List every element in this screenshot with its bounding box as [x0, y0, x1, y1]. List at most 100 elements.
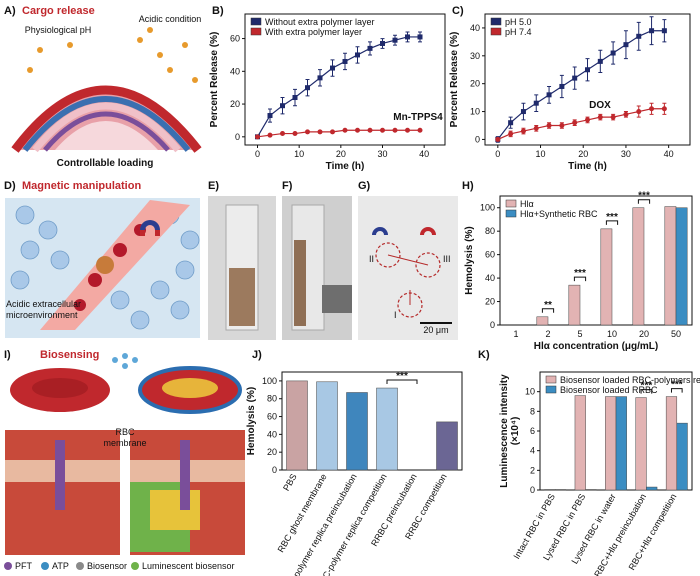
- significance-bracket: [541, 308, 555, 313]
- illustration-circle: [150, 280, 170, 300]
- panel-d: D) Magnetic manipulation Acidic extracel…: [4, 180, 200, 338]
- point: [392, 127, 398, 133]
- illustration-circle: [41, 562, 49, 570]
- point: [585, 67, 590, 73]
- y-tick-label: 100: [262, 376, 277, 386]
- x-tick-label: 20: [578, 149, 588, 159]
- illustration-circle: [112, 357, 118, 363]
- bar: [316, 381, 338, 471]
- illustration-circle: [122, 353, 128, 359]
- panel-label: F): [282, 180, 293, 192]
- y-tick-label: 80: [267, 394, 277, 404]
- y-tick-label: 30: [470, 51, 480, 61]
- illustration-circle: [37, 47, 43, 53]
- point: [661, 28, 667, 34]
- x-tick-label: 0: [495, 149, 500, 159]
- legend-label: Without extra polymer layer: [265, 17, 375, 27]
- annotation: microenvironment: [6, 310, 78, 320]
- point: [546, 122, 552, 128]
- x-tick-label: 20: [639, 329, 649, 339]
- point: [267, 132, 273, 138]
- plot-frame: [484, 13, 691, 146]
- illustration-circle: [157, 52, 163, 58]
- point: [280, 131, 285, 137]
- point: [623, 111, 629, 117]
- x-tick-label: 10: [294, 149, 304, 159]
- panel-label: H): [462, 180, 474, 192]
- y-tick-label: 40: [267, 429, 277, 439]
- x-tick-label: 50: [671, 329, 681, 339]
- illustration-circle: [113, 243, 127, 257]
- point: [417, 127, 423, 133]
- y-tick-label: 60: [230, 34, 240, 44]
- legend-label: PFT: [15, 561, 33, 571]
- legend-swatch: [490, 27, 502, 36]
- panel-e: E): [208, 180, 276, 340]
- point: [546, 92, 552, 98]
- legend-swatch: [250, 17, 262, 26]
- legend-label: ATP: [52, 561, 69, 571]
- illustration-path: [387, 254, 429, 305]
- y-tick-label: 60: [267, 412, 277, 422]
- scale-bar-label: 20 μm: [423, 325, 448, 335]
- illustration-rect: [229, 268, 255, 326]
- point: [623, 42, 629, 48]
- annotation: II: [369, 254, 374, 264]
- point: [392, 37, 398, 43]
- illustration-circle: [50, 250, 70, 270]
- bar: [536, 316, 549, 326]
- point: [355, 127, 360, 133]
- point: [610, 50, 616, 56]
- bar: [646, 486, 658, 491]
- legend-swatch: [505, 199, 517, 208]
- significance-bracket: [637, 199, 651, 204]
- plot-frame: [499, 195, 693, 326]
- x-tick-label: 30: [621, 149, 631, 159]
- x-tick-label: 30: [377, 149, 387, 159]
- point: [572, 75, 578, 81]
- significance-label: ***: [396, 371, 408, 382]
- annotation: DOX: [589, 100, 611, 111]
- panel-title: Cargo release: [22, 5, 95, 17]
- illustration-circle: [74, 299, 86, 311]
- y-tick-label: 0: [272, 465, 277, 475]
- y-tick-label: 20: [470, 79, 480, 89]
- illustration-circle: [88, 273, 102, 287]
- panel-title: Biosensing: [40, 349, 99, 361]
- plot-frame: [281, 371, 463, 471]
- illustration-rect: [294, 240, 306, 326]
- point: [417, 34, 423, 40]
- x-tick-label: 20: [336, 149, 346, 159]
- point: [520, 128, 526, 134]
- y-tick-label: 40: [470, 23, 480, 33]
- annotation: Acidic extracellular: [6, 299, 81, 309]
- x-tick-label: PBS: [281, 472, 299, 493]
- plot-frame: [244, 13, 446, 146]
- illustration-path: [43, 111, 170, 152]
- illustration-circle: [375, 242, 401, 268]
- point: [355, 52, 360, 58]
- bar: [574, 395, 586, 491]
- y-axis-label: (×10⁴): [510, 417, 521, 446]
- point: [636, 33, 642, 39]
- illustration-rect: [358, 196, 458, 340]
- illustration-circle: [20, 240, 40, 260]
- illustration-ellipse: [162, 378, 218, 398]
- y-tick-label: 80: [485, 226, 495, 236]
- legend-swatch: [505, 209, 517, 218]
- x-axis-label: Hlα concentration (μg/mL): [534, 341, 659, 352]
- point: [255, 134, 260, 140]
- y-tick-label: 8: [530, 406, 535, 416]
- y-axis-label: Percent Release (%): [449, 32, 460, 128]
- point: [636, 109, 642, 115]
- illustration-circle: [122, 363, 128, 369]
- significance-label: ***: [574, 268, 586, 279]
- illustration-rect: [55, 440, 65, 510]
- y-tick-label: 0: [490, 320, 495, 330]
- illustration-circle: [132, 357, 138, 363]
- bar: [600, 228, 613, 326]
- y-tick-label: 0: [530, 485, 535, 495]
- illustration-ellipse: [32, 378, 88, 398]
